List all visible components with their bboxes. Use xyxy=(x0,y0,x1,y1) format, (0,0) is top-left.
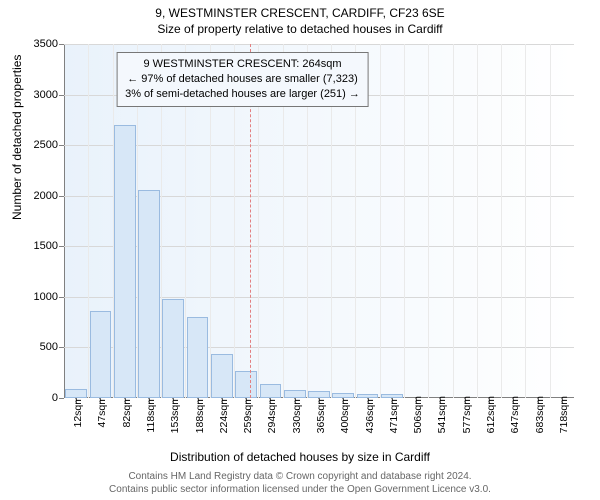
y-tick xyxy=(59,398,64,399)
y-tick-label: 1000 xyxy=(24,291,58,303)
histogram-bar xyxy=(381,394,403,398)
y-tick-label: 1500 xyxy=(24,240,58,252)
y-tick-label: 3000 xyxy=(24,89,58,101)
histogram-bar xyxy=(187,317,209,398)
gridline-v xyxy=(525,44,526,398)
gridline-v xyxy=(501,44,502,398)
annotation-line1: 9 WESTMINSTER CRESCENT: 264sqm xyxy=(125,57,360,72)
histogram-bar xyxy=(308,391,330,398)
y-tick xyxy=(59,297,64,298)
x-tick-label: 118sqm xyxy=(145,396,157,433)
y-axis-line xyxy=(64,44,65,398)
histogram-bar xyxy=(235,371,257,398)
y-tick xyxy=(59,347,64,348)
histogram-bar xyxy=(138,190,160,398)
chart-footnote: Contains HM Land Registry data © Crown c… xyxy=(0,470,600,496)
histogram-bar xyxy=(332,393,354,398)
x-tick-label: 188sqm xyxy=(194,396,206,433)
x-tick-label: 294sqm xyxy=(266,396,278,433)
y-tick xyxy=(59,196,64,197)
x-tick-label: 365sqm xyxy=(315,396,327,433)
annotation-line2: ← 97% of detached houses are smaller (7,… xyxy=(125,72,360,87)
chart-plot-area: 050010001500200025003000350012sqm47sqm82… xyxy=(64,44,574,398)
histogram-bar xyxy=(65,389,87,398)
gridline-h xyxy=(64,44,574,45)
y-tick-label: 500 xyxy=(24,341,58,353)
gridline-v xyxy=(477,44,478,398)
x-tick-label: 259sqm xyxy=(242,396,254,433)
footnote-line1: Contains HM Land Registry data © Crown c… xyxy=(128,471,471,482)
histogram-bar xyxy=(90,311,112,398)
histogram-bar xyxy=(357,394,379,398)
x-tick-label: 436sqm xyxy=(364,396,376,433)
x-tick-label: 612sqm xyxy=(485,396,497,433)
gridline-v xyxy=(404,44,405,398)
x-tick-label: 12sqm xyxy=(72,396,84,428)
x-tick-label: 330sqm xyxy=(291,396,303,433)
chart-title-sub: Size of property relative to detached ho… xyxy=(0,20,600,36)
histogram-bar xyxy=(114,125,136,398)
y-tick xyxy=(59,246,64,247)
histogram-bar xyxy=(211,354,233,399)
y-tick-label: 2000 xyxy=(24,190,58,202)
x-tick-label: 153sqm xyxy=(169,396,181,433)
y-tick-label: 3500 xyxy=(24,38,58,50)
histogram-bar xyxy=(260,384,282,398)
y-tick-label: 0 xyxy=(24,392,58,404)
x-tick-label: 400sqm xyxy=(339,396,351,433)
x-tick-label: 577sqm xyxy=(461,396,473,433)
histogram-bar xyxy=(162,299,184,398)
footnote-line2: Contains public sector information licen… xyxy=(109,484,491,495)
gridline-v xyxy=(380,44,381,398)
x-tick-label: 541sqm xyxy=(436,396,448,433)
annotation-box: 9 WESTMINSTER CRESCENT: 264sqm← 97% of d… xyxy=(116,52,369,107)
x-tick-label: 647sqm xyxy=(509,396,521,433)
y-tick-label: 2500 xyxy=(24,139,58,151)
histogram-bar xyxy=(284,390,306,398)
y-tick xyxy=(59,145,64,146)
x-tick-label: 224sqm xyxy=(218,396,230,433)
gridline-v xyxy=(428,44,429,398)
gridline-h xyxy=(64,145,574,146)
x-tick-label: 471sqm xyxy=(388,396,400,433)
chart-title-main: 9, WESTMINSTER CRESCENT, CARDIFF, CF23 6… xyxy=(0,0,600,20)
y-axis-label: Number of detached properties xyxy=(10,55,24,220)
annotation-line3: 3% of semi-detached houses are larger (2… xyxy=(125,87,360,102)
x-tick-label: 82sqm xyxy=(121,396,133,428)
y-tick xyxy=(59,44,64,45)
gridline-v xyxy=(453,44,454,398)
x-axis-label: Distribution of detached houses by size … xyxy=(0,450,600,464)
x-tick-label: 47sqm xyxy=(96,396,108,428)
y-tick xyxy=(59,95,64,96)
x-tick-label: 683sqm xyxy=(534,396,546,433)
x-tick-label: 718sqm xyxy=(558,396,570,433)
gridline-v xyxy=(550,44,551,398)
x-tick-label: 506sqm xyxy=(412,396,424,433)
